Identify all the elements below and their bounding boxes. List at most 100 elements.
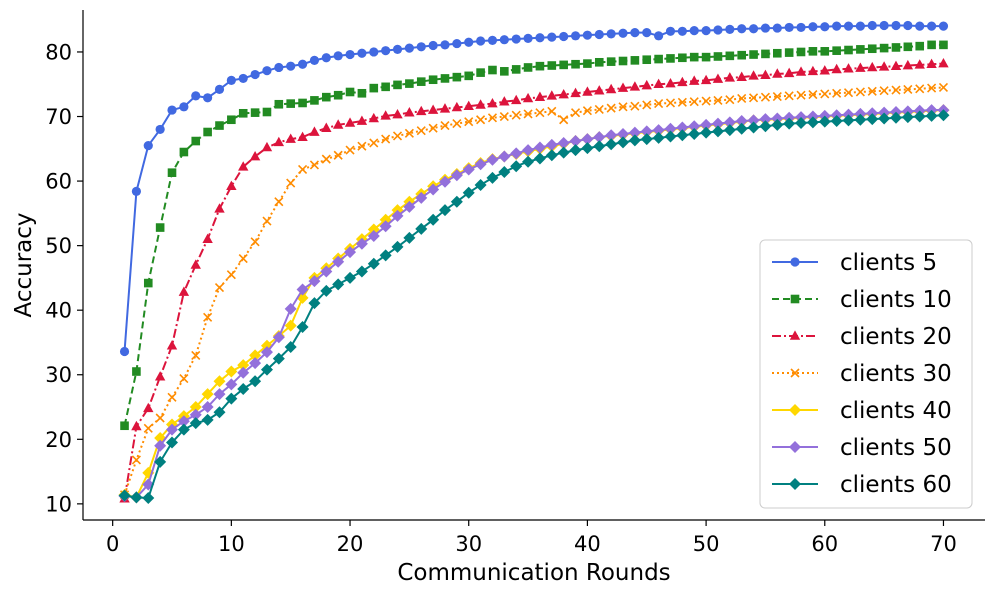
data-point	[583, 59, 592, 68]
data-point	[735, 115, 748, 128]
data-point	[522, 155, 535, 168]
data-point	[286, 61, 296, 71]
legend-item: clients 60	[772, 472, 952, 498]
legend-item: clients 40	[772, 398, 952, 424]
data-point	[628, 126, 641, 139]
data-point	[725, 24, 735, 34]
data-point	[345, 49, 355, 60]
data-point	[345, 145, 355, 155]
data-point	[511, 110, 521, 120]
data-point	[843, 88, 854, 98]
data-point	[213, 388, 226, 401]
data-point	[913, 110, 926, 123]
y-axis-label: Accuracy	[11, 212, 37, 317]
data-point	[700, 74, 712, 85]
data-point	[310, 96, 319, 105]
data-point	[475, 99, 486, 109]
data-point	[308, 297, 321, 310]
data-point	[654, 99, 664, 109]
data-point	[630, 101, 640, 111]
data-point	[416, 77, 426, 86]
data-point	[926, 58, 937, 69]
data-point	[499, 111, 509, 122]
data-point	[392, 108, 403, 119]
data-point	[179, 102, 189, 112]
series-line-3	[123, 86, 944, 496]
data-point	[559, 60, 568, 70]
data-point	[286, 99, 295, 108]
data-point	[474, 178, 487, 191]
data-point	[642, 55, 652, 65]
data-point	[189, 417, 202, 430]
data-point	[166, 436, 179, 449]
data-point	[629, 81, 641, 91]
data-point	[546, 90, 558, 100]
legend-label: clients 50	[840, 435, 952, 461]
data-point	[404, 107, 415, 117]
data-point	[332, 278, 345, 291]
data-point	[630, 27, 640, 38]
data-point	[392, 44, 403, 54]
data-point	[903, 42, 913, 52]
data-point	[713, 25, 723, 35]
data-point	[689, 26, 699, 36]
data-point	[488, 65, 497, 75]
data-point	[535, 33, 545, 43]
data-point	[605, 129, 618, 142]
data-point	[440, 40, 450, 50]
data-point	[226, 270, 236, 280]
data-point	[177, 415, 190, 428]
data-point	[416, 126, 426, 136]
data-point	[557, 136, 570, 149]
data-point	[808, 22, 818, 32]
data-point	[143, 423, 153, 433]
data-point	[688, 127, 701, 140]
data-point	[201, 413, 214, 426]
data-point	[677, 97, 687, 107]
data-point	[783, 67, 795, 78]
data-point	[201, 401, 214, 414]
data-point	[203, 312, 213, 322]
data-point	[476, 115, 486, 125]
data-point	[450, 195, 463, 208]
data-point	[438, 175, 451, 188]
data-point	[796, 47, 806, 57]
data-point	[167, 168, 177, 177]
data-point	[404, 43, 414, 53]
data-point	[379, 220, 392, 233]
data-point	[296, 283, 309, 296]
y-tick-label: 50	[45, 234, 72, 258]
data-point	[761, 49, 770, 59]
data-point	[700, 118, 713, 131]
data-point	[344, 271, 357, 284]
data-point	[665, 77, 676, 88]
data-point	[440, 120, 450, 131]
data-point	[807, 65, 819, 76]
data-point	[844, 45, 853, 55]
data-point	[439, 103, 451, 113]
data-point	[463, 100, 474, 110]
data-point	[428, 123, 438, 133]
data-point	[201, 388, 214, 401]
data-point	[178, 286, 190, 296]
data-point	[784, 48, 794, 57]
data-point	[143, 140, 153, 151]
legend-marker	[790, 368, 800, 378]
data-point	[617, 136, 630, 149]
legend-label: clients 60	[840, 472, 952, 498]
data-point	[215, 121, 224, 130]
data-point	[355, 265, 368, 278]
data-point	[237, 382, 250, 395]
data-point	[213, 375, 226, 388]
data-point	[760, 69, 771, 80]
data-point	[368, 112, 379, 123]
data-point	[237, 366, 250, 379]
data-point	[748, 24, 759, 34]
legend-label: clients 5	[840, 250, 937, 276]
data-point	[309, 126, 320, 136]
data-point	[640, 125, 653, 138]
data-point	[131, 186, 142, 197]
data-point	[547, 106, 557, 116]
data-point	[522, 144, 535, 157]
